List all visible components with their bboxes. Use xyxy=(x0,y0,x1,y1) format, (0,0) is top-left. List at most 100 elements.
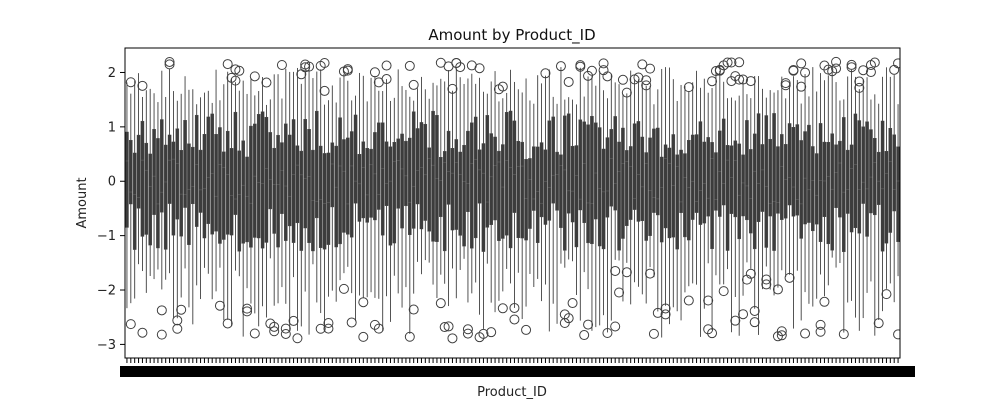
box xyxy=(535,146,540,243)
box xyxy=(129,140,133,205)
box xyxy=(687,140,691,241)
box xyxy=(752,133,757,250)
box xyxy=(884,151,889,244)
box xyxy=(865,121,869,237)
outlier-point xyxy=(726,57,737,68)
box xyxy=(559,154,563,228)
box xyxy=(237,150,242,252)
box xyxy=(698,121,703,225)
box xyxy=(590,115,594,245)
box xyxy=(423,123,428,221)
outlier-point xyxy=(447,83,458,94)
box xyxy=(613,116,617,211)
y-axis-label: Amount xyxy=(75,177,90,228)
box xyxy=(322,153,327,250)
box xyxy=(528,158,532,229)
box xyxy=(594,122,598,220)
box xyxy=(446,130,451,205)
outlier-point xyxy=(846,59,857,70)
outlier-point xyxy=(319,58,330,69)
box xyxy=(532,146,536,211)
box xyxy=(222,151,226,240)
outlier-point xyxy=(249,328,260,339)
outlier-point xyxy=(652,307,663,318)
outlier-point xyxy=(474,332,485,343)
outlier-point xyxy=(276,59,287,70)
outlier-point xyxy=(796,58,807,69)
box xyxy=(272,147,276,234)
outlier-point xyxy=(288,315,299,326)
outlier-point xyxy=(358,331,369,342)
outlier-point xyxy=(125,319,136,330)
box xyxy=(280,142,284,214)
box xyxy=(772,113,776,251)
box xyxy=(264,116,269,243)
outlier-point xyxy=(342,65,353,76)
box xyxy=(597,127,602,247)
x-axis xyxy=(120,358,915,377)
box xyxy=(466,130,470,212)
outlier-point xyxy=(540,68,551,79)
box xyxy=(869,129,873,214)
box xyxy=(853,113,858,229)
box xyxy=(132,152,137,250)
outlier-point xyxy=(137,80,148,91)
box xyxy=(276,134,280,248)
box xyxy=(826,142,831,245)
outlier-point xyxy=(304,61,315,72)
outlier-point xyxy=(125,77,136,88)
outlier-point xyxy=(745,268,756,279)
box xyxy=(408,137,412,235)
box xyxy=(160,119,164,213)
box xyxy=(659,156,664,243)
box xyxy=(512,120,517,213)
y-tick-label: −1 xyxy=(97,229,116,244)
box xyxy=(210,113,214,235)
box xyxy=(764,115,769,248)
outlier-point xyxy=(447,333,458,344)
box xyxy=(741,154,745,217)
box xyxy=(640,136,645,221)
box xyxy=(415,128,420,205)
box xyxy=(473,116,478,239)
outlier-point xyxy=(373,323,384,334)
outlier-point xyxy=(703,295,714,306)
box xyxy=(892,134,896,212)
outlier-point xyxy=(455,62,466,73)
outlier-point xyxy=(319,85,330,96)
box xyxy=(349,131,354,238)
outlier-point xyxy=(269,326,280,337)
box xyxy=(760,144,765,212)
box xyxy=(586,124,590,244)
box xyxy=(353,114,358,204)
box xyxy=(198,149,203,213)
outlier-point xyxy=(788,65,799,76)
box xyxy=(504,112,509,236)
box xyxy=(702,141,707,224)
box xyxy=(125,131,129,228)
box xyxy=(663,144,668,229)
outlier-point xyxy=(579,330,590,341)
outlier-point xyxy=(784,272,795,283)
outlier-point xyxy=(315,323,326,334)
outlier-point xyxy=(474,63,485,74)
outlier-point xyxy=(710,66,721,77)
outlier-point xyxy=(734,74,745,85)
outlier-point xyxy=(249,71,260,82)
box xyxy=(625,150,629,226)
outlier-point xyxy=(819,296,830,307)
box xyxy=(411,111,416,229)
box xyxy=(799,140,803,239)
outlier-point xyxy=(563,313,574,324)
box xyxy=(365,148,369,223)
box xyxy=(299,150,304,251)
outlier-point xyxy=(555,61,566,72)
box xyxy=(690,134,695,220)
outlier-point xyxy=(761,274,772,285)
outlier-point xyxy=(707,76,718,87)
outlier-point xyxy=(621,267,632,278)
outlier-point xyxy=(156,329,167,340)
box xyxy=(725,145,730,251)
box xyxy=(338,117,342,245)
outlier-point xyxy=(265,318,276,329)
